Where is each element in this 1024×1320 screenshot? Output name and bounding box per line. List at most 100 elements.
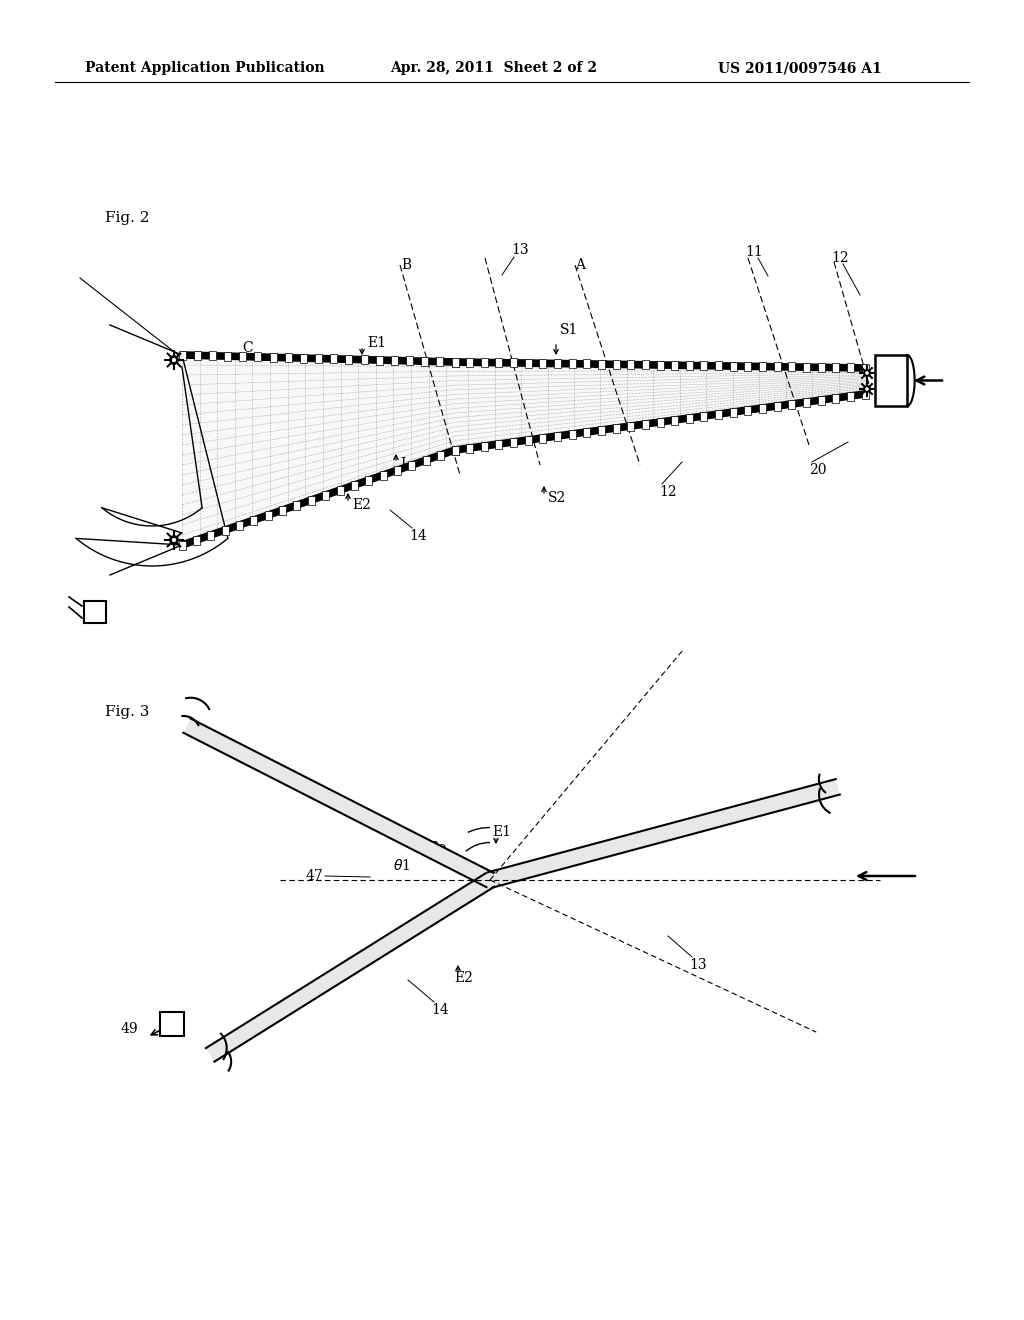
Bar bbox=[315, 354, 322, 363]
Bar bbox=[209, 351, 216, 360]
Bar bbox=[540, 359, 547, 368]
Bar bbox=[788, 363, 796, 371]
Circle shape bbox=[863, 385, 870, 392]
Bar bbox=[540, 433, 547, 442]
Bar bbox=[510, 358, 517, 367]
Bar bbox=[452, 358, 459, 367]
Bar bbox=[524, 436, 531, 445]
Bar bbox=[280, 506, 286, 515]
Text: 49: 49 bbox=[121, 1023, 138, 1036]
Text: 12: 12 bbox=[659, 484, 677, 499]
Bar bbox=[496, 358, 503, 367]
Circle shape bbox=[172, 539, 176, 541]
Bar bbox=[700, 362, 708, 370]
Bar bbox=[409, 461, 416, 470]
Bar bbox=[671, 360, 678, 370]
Bar bbox=[554, 359, 561, 368]
Bar bbox=[193, 536, 200, 544]
Bar bbox=[178, 351, 185, 359]
Text: $\theta$e: $\theta$e bbox=[429, 841, 447, 855]
Bar bbox=[452, 446, 459, 454]
Text: C: C bbox=[243, 341, 253, 355]
Circle shape bbox=[863, 370, 870, 376]
Text: 13: 13 bbox=[689, 958, 707, 972]
Polygon shape bbox=[182, 355, 865, 545]
Text: B: B bbox=[401, 257, 411, 272]
Polygon shape bbox=[487, 779, 840, 888]
Bar bbox=[598, 359, 605, 368]
Bar bbox=[628, 360, 634, 370]
Bar bbox=[437, 450, 444, 459]
Bar bbox=[612, 360, 620, 368]
Bar bbox=[366, 475, 373, 484]
Bar bbox=[423, 455, 430, 465]
Bar bbox=[656, 360, 664, 370]
Bar bbox=[686, 413, 693, 422]
Text: Apr. 28, 2011  Sheet 2 of 2: Apr. 28, 2011 Sheet 2 of 2 bbox=[390, 61, 597, 75]
Bar bbox=[744, 362, 752, 371]
Bar bbox=[254, 352, 261, 362]
Bar bbox=[847, 392, 854, 400]
Text: Patent Application Publication: Patent Application Publication bbox=[85, 61, 325, 75]
Bar bbox=[568, 429, 575, 438]
Bar bbox=[817, 363, 824, 372]
Text: 14: 14 bbox=[431, 1003, 449, 1016]
Bar bbox=[759, 362, 766, 371]
Bar bbox=[833, 363, 840, 372]
Bar bbox=[221, 525, 228, 535]
Bar bbox=[207, 531, 214, 540]
Bar bbox=[466, 358, 473, 367]
Bar bbox=[833, 393, 840, 403]
Bar bbox=[700, 412, 708, 421]
Bar bbox=[236, 520, 243, 529]
Bar bbox=[803, 363, 810, 372]
Circle shape bbox=[170, 536, 178, 544]
Bar bbox=[391, 356, 398, 364]
Bar bbox=[874, 355, 907, 407]
Text: S2: S2 bbox=[548, 491, 566, 506]
Text: 13: 13 bbox=[511, 243, 528, 257]
Polygon shape bbox=[206, 874, 495, 1061]
Text: L: L bbox=[400, 457, 410, 471]
Bar bbox=[686, 360, 693, 370]
Bar bbox=[496, 440, 503, 449]
Bar bbox=[323, 491, 329, 499]
Bar bbox=[481, 358, 487, 367]
Circle shape bbox=[172, 358, 176, 362]
Text: E1: E1 bbox=[493, 825, 512, 840]
Bar bbox=[744, 405, 752, 414]
Bar bbox=[759, 404, 766, 412]
Bar bbox=[671, 416, 678, 425]
Bar bbox=[510, 437, 517, 446]
Bar bbox=[715, 362, 722, 371]
Text: 20: 20 bbox=[809, 463, 826, 477]
Bar bbox=[380, 470, 387, 479]
Text: E2: E2 bbox=[455, 972, 473, 985]
Text: $\theta$1: $\theta$1 bbox=[393, 858, 411, 873]
Bar bbox=[330, 354, 337, 363]
Bar bbox=[376, 355, 383, 364]
Bar bbox=[360, 355, 368, 364]
Bar bbox=[817, 396, 824, 404]
Bar bbox=[598, 425, 605, 434]
Bar bbox=[730, 362, 736, 371]
Bar bbox=[788, 400, 796, 408]
Circle shape bbox=[865, 388, 868, 391]
Bar bbox=[715, 409, 722, 418]
Bar bbox=[803, 397, 810, 407]
Text: Fig. 2: Fig. 2 bbox=[105, 211, 150, 224]
Bar bbox=[337, 486, 344, 495]
Bar bbox=[240, 352, 246, 362]
Bar bbox=[628, 421, 634, 430]
Bar bbox=[730, 408, 736, 417]
Bar bbox=[265, 511, 271, 520]
Text: A: A bbox=[575, 257, 585, 272]
Bar bbox=[612, 424, 620, 433]
Bar bbox=[847, 363, 854, 372]
Text: 47: 47 bbox=[305, 869, 323, 883]
Bar bbox=[406, 356, 413, 366]
Bar bbox=[774, 401, 780, 411]
Text: E1: E1 bbox=[367, 337, 386, 350]
Text: 11: 11 bbox=[745, 246, 763, 259]
Bar bbox=[642, 420, 649, 429]
